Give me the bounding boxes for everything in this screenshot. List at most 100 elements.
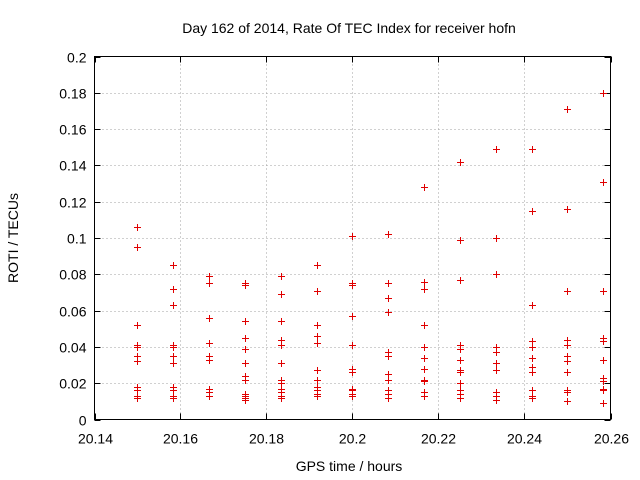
data-point xyxy=(564,369,571,376)
data-point xyxy=(385,280,392,287)
data-point xyxy=(600,400,607,407)
x-tick-label: 20.2 xyxy=(339,431,366,447)
data-point xyxy=(385,295,392,302)
data-point xyxy=(600,338,607,345)
x-tick-label: 20.14 xyxy=(78,431,113,447)
data-point xyxy=(206,315,213,322)
data-point xyxy=(206,280,213,287)
y-tick-label: 0.12 xyxy=(59,195,86,211)
data-point xyxy=(242,335,249,342)
data-point xyxy=(529,395,536,402)
data-point xyxy=(278,380,285,387)
data-point xyxy=(278,291,285,298)
data-point xyxy=(421,378,428,385)
data-point xyxy=(242,397,249,404)
data-point xyxy=(421,322,428,329)
chart-title: Day 162 of 2014, Rate Of TEC Index for r… xyxy=(182,20,516,36)
x-tick-label: 20.24 xyxy=(507,431,542,447)
data-point xyxy=(170,286,177,293)
data-point xyxy=(385,353,392,360)
data-point xyxy=(493,349,500,356)
axis-ticks: 0 0.02 0.04 0.06 0.08 0.1 0.12 0.14 0.16 0.18 0.2 2… xyxy=(59,50,629,447)
data-point xyxy=(349,233,356,240)
data-point xyxy=(493,367,500,374)
data-point xyxy=(385,309,392,316)
data-point xyxy=(564,398,571,405)
data-point xyxy=(349,282,356,289)
data-point xyxy=(564,358,571,365)
data-point xyxy=(529,302,536,309)
x-axis-label: GPS time / hours xyxy=(296,458,403,474)
data-point xyxy=(564,288,571,295)
data-point xyxy=(314,333,321,340)
data-point xyxy=(493,360,500,367)
data-point xyxy=(529,387,536,394)
data-point xyxy=(457,380,464,387)
data-point xyxy=(385,231,392,238)
data-point xyxy=(529,355,536,362)
x-tick-label: 20.18 xyxy=(249,431,284,447)
data-point xyxy=(278,395,285,402)
data-point xyxy=(170,353,177,360)
data-point xyxy=(349,342,356,349)
data-point xyxy=(170,344,177,351)
data-point xyxy=(564,106,571,113)
data-point xyxy=(457,369,464,376)
data-point xyxy=(564,342,571,349)
data-point xyxy=(134,387,141,394)
data-point xyxy=(564,206,571,213)
y-tick-label: 0.06 xyxy=(59,304,86,320)
data-point xyxy=(421,184,428,191)
data-point xyxy=(421,279,428,286)
data-point xyxy=(349,393,356,400)
data-point xyxy=(314,377,321,384)
data-point xyxy=(529,344,536,351)
grid xyxy=(94,56,611,420)
data-point xyxy=(493,235,500,242)
data-point xyxy=(385,377,392,384)
data-point xyxy=(600,288,607,295)
data-point xyxy=(314,340,321,347)
data-point xyxy=(421,366,428,373)
data-point xyxy=(349,369,356,376)
y-tick-label: 0.14 xyxy=(59,158,86,174)
data-point xyxy=(457,237,464,244)
data-point xyxy=(529,338,536,345)
data-point xyxy=(493,397,500,404)
data-point xyxy=(242,282,249,289)
data-point xyxy=(600,357,607,364)
data-point xyxy=(134,224,141,231)
data-point xyxy=(314,262,321,269)
data-point xyxy=(600,387,607,394)
data-point xyxy=(134,344,141,351)
data-points xyxy=(134,90,607,407)
data-point xyxy=(314,393,321,400)
data-point xyxy=(134,244,141,251)
data-point xyxy=(242,360,249,367)
data-point xyxy=(457,159,464,166)
data-point xyxy=(600,179,607,186)
data-point xyxy=(314,288,321,295)
x-tick-label: 20.16 xyxy=(163,431,198,447)
y-tick-label: 0.1 xyxy=(67,231,87,247)
data-point xyxy=(493,146,500,153)
data-point xyxy=(134,395,141,402)
data-point xyxy=(134,358,141,365)
data-point xyxy=(278,342,285,349)
x-tick-label: 20.26 xyxy=(594,431,629,447)
data-point xyxy=(529,146,536,153)
y-tick-label: 0 xyxy=(79,413,87,429)
data-point xyxy=(314,367,321,374)
y-tick-label: 0.18 xyxy=(59,86,86,102)
data-point xyxy=(206,273,213,280)
y-tick-label: 0.16 xyxy=(59,122,86,138)
data-point xyxy=(349,313,356,320)
data-point xyxy=(242,377,249,384)
data-point xyxy=(600,90,607,97)
data-point xyxy=(206,393,213,400)
data-point xyxy=(278,318,285,325)
data-point xyxy=(529,369,536,376)
data-point xyxy=(170,395,177,402)
data-point xyxy=(421,286,428,293)
